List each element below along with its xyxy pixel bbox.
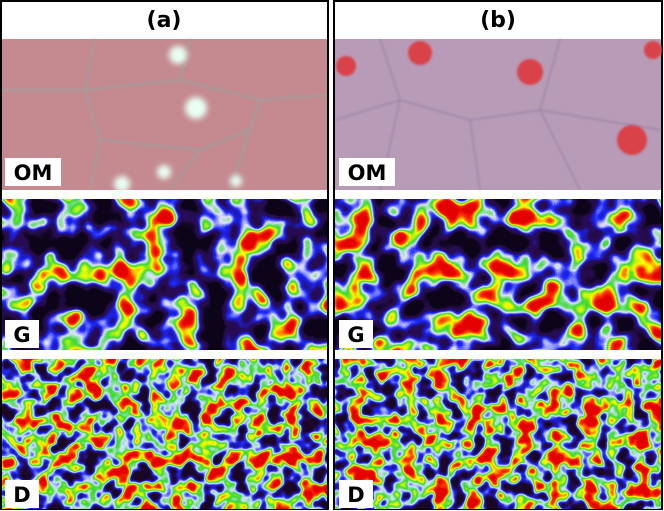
column-b: (b) OM G D xyxy=(333,0,663,510)
column-title: (a) xyxy=(147,8,182,33)
label-box xyxy=(339,480,373,508)
d-map xyxy=(335,359,661,509)
label-box xyxy=(5,158,61,186)
panel-label: G xyxy=(13,323,30,347)
label-box xyxy=(5,320,39,348)
g-map xyxy=(335,199,661,350)
panel-label: OM xyxy=(348,161,387,185)
label-box xyxy=(339,320,373,348)
column-title: (b) xyxy=(480,8,516,33)
column-a: (a) OM G D xyxy=(0,0,329,510)
d-map xyxy=(2,359,327,509)
om-image xyxy=(334,38,662,191)
label-box xyxy=(5,480,39,508)
panel-label: G xyxy=(347,323,364,347)
g-map xyxy=(2,199,327,350)
label-box xyxy=(339,158,395,186)
panel-label: D xyxy=(347,483,364,507)
panel-label: D xyxy=(13,483,30,507)
panel-label: OM xyxy=(14,161,53,185)
